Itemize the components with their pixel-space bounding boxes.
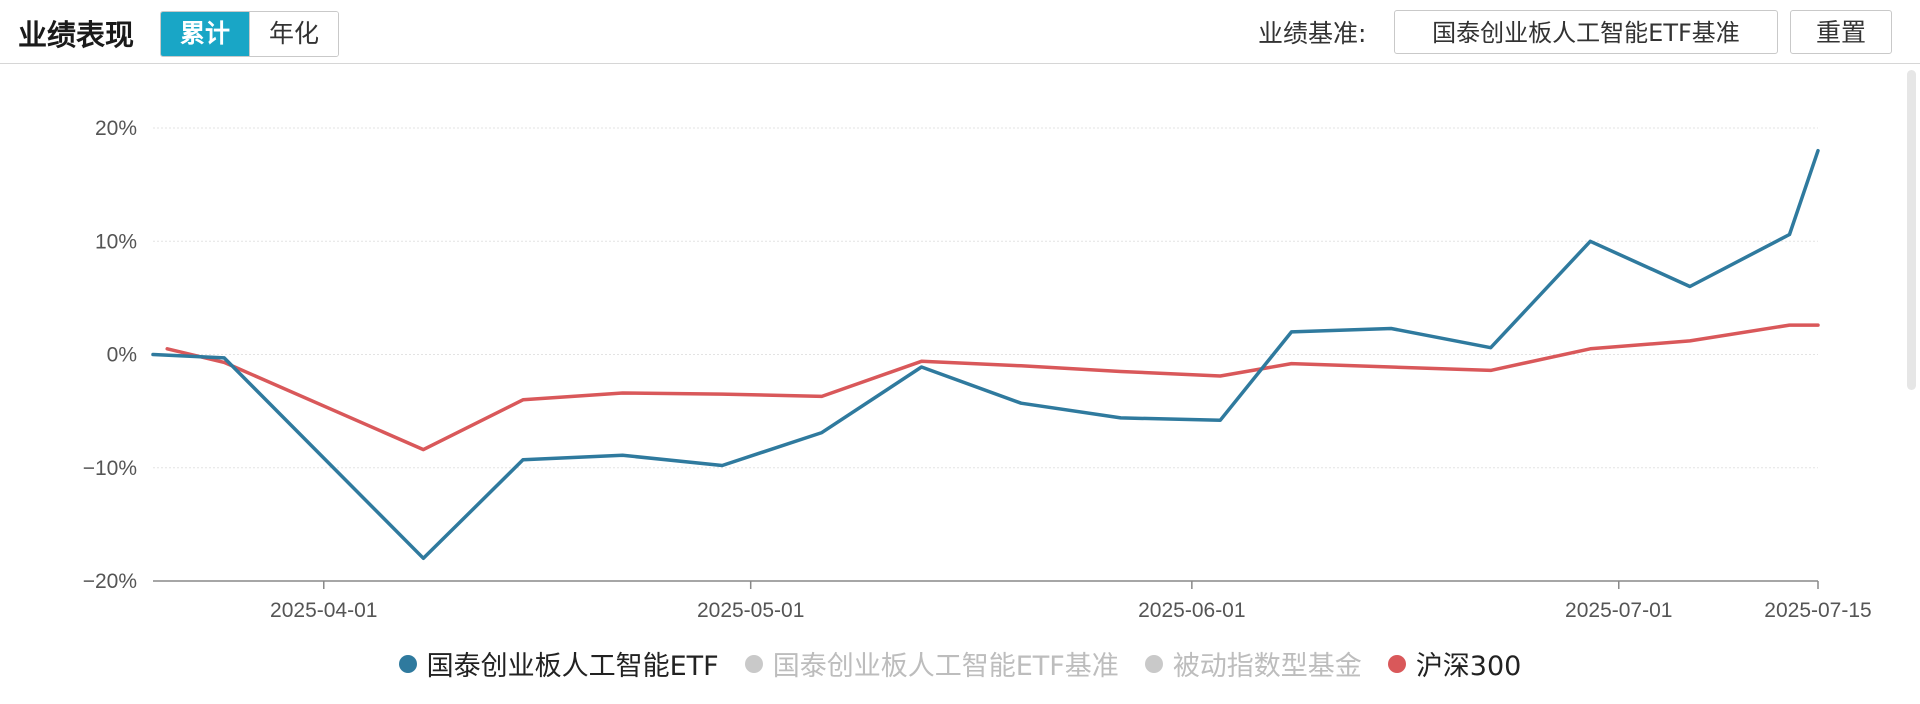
legend-label: 国泰创业板人工智能ETF基准: [772, 651, 1119, 682]
grid-lines: [153, 127, 1818, 469]
legend-item[interactable]: 沪深300: [1387, 644, 1522, 683]
page-title: 业绩表现: [18, 18, 135, 52]
x-tick-label: 2025-07-01: [1565, 599, 1672, 622]
legend-dot-icon: [1144, 654, 1163, 673]
series-line: [165, 323, 1820, 452]
chart-legend: 国泰创业板人工智能ETF 国泰创业板人工智能ETF基准 被动指数型基金 沪深300: [0, 644, 1920, 683]
annualized-toggle-button[interactable]: 年化: [249, 12, 338, 56]
series-lines: [151, 148, 1820, 561]
x-axis: 2025-04-01 2025-05-01 2025-06-01 2025-07-01…: [153, 580, 1872, 622]
reset-button[interactable]: 重置: [1790, 10, 1892, 54]
scrollbar[interactable]: [1907, 70, 1916, 390]
legend-label: 沪深300: [1415, 651, 1522, 682]
x-tick-label: 2025-07-15: [1764, 599, 1871, 622]
cumulative-toggle-button[interactable]: 累计: [161, 12, 249, 56]
x-tick-label: 2025-04-01: [270, 599, 377, 622]
legend-label: 国泰创业板人工智能ETF: [426, 651, 719, 682]
legend-dot-icon: [744, 654, 763, 673]
legend-dot-icon: [1387, 654, 1406, 673]
legend-item[interactable]: 被动指数型基金: [1144, 644, 1362, 683]
y-tick-label: −20%: [83, 570, 137, 593]
header: 业绩表现 累计 年化 业绩基准: 国泰创业板人工智能ETF基准 重置: [0, 0, 1920, 64]
legend-item[interactable]: 国泰创业板人工智能ETF基准: [744, 644, 1119, 683]
mode-toggle: 累计 年化: [160, 11, 339, 57]
benchmark-label: 业绩基准:: [1258, 19, 1367, 48]
series-line: [151, 148, 1820, 561]
legend-label: 被动指数型基金: [1172, 651, 1362, 682]
performance-line-chart: 20%10%0%−10%−20% 2025-04-01 2025-05-01 202…: [83, 117, 1872, 622]
y-tick-label: 20%: [95, 117, 137, 140]
x-tick-label: 2025-05-01: [697, 599, 804, 622]
x-tick-label: 2025-06-01: [1138, 599, 1245, 622]
legend-item[interactable]: 国泰创业板人工智能ETF: [398, 644, 719, 683]
y-tick-label: 0%: [107, 344, 137, 367]
y-tick-label: −10%: [83, 457, 137, 480]
legend-dot-icon: [398, 654, 417, 673]
benchmark-select[interactable]: 国泰创业板人工智能ETF基准: [1394, 10, 1778, 54]
y-axis-ticks: 20% 10% 0% −10% −20%: [83, 117, 137, 593]
y-tick-label: 10%: [95, 230, 137, 253]
